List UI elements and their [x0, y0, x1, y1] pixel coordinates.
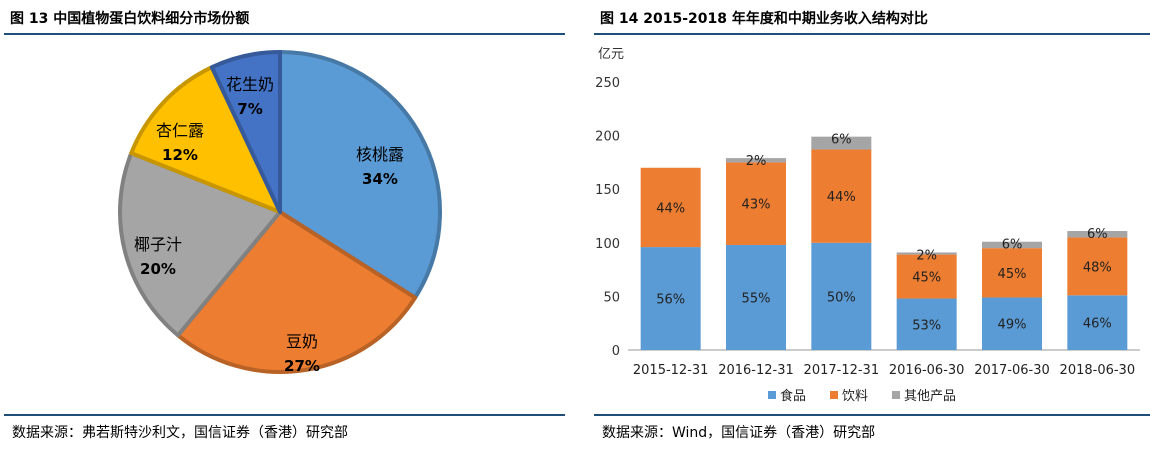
bar-data-label: 43% [742, 198, 771, 213]
bar-data-label: 53% [912, 318, 941, 333]
pie-slice-percent: 34% [362, 170, 398, 188]
y-tick-label: 0 [612, 344, 620, 359]
source-divider [594, 414, 1150, 416]
bar-segment [726, 244, 786, 350]
bar-segment [726, 162, 786, 245]
y-tick-label: 250 [595, 76, 620, 91]
bar-data-label: 48% [1083, 260, 1112, 275]
legend-swatch [768, 391, 776, 399]
bar-segment [896, 252, 957, 255]
bar-data-label: 56% [656, 293, 685, 308]
bar-segment [1067, 295, 1128, 350]
x-tick-label: 2016-06-30 [889, 363, 965, 378]
bar-segment [811, 149, 872, 243]
bar-segment [982, 297, 1042, 350]
pie-source-note: 数据来源：弗若斯特沙利文，国信证券（香港）研究部 [12, 425, 348, 441]
pie-slice-percent: 27% [284, 357, 320, 375]
x-tick-label: 2018-06-30 [1060, 363, 1136, 378]
bar-data-label: 50% [827, 290, 856, 305]
bar-data-label: 2% [916, 248, 937, 263]
pie-slice-label: 核桃露 [356, 145, 404, 164]
pie-slice-percent: 12% [162, 146, 198, 164]
x-tick-label: 2016-12-31 [718, 363, 794, 378]
bar-data-label: 6% [831, 133, 852, 148]
x-tick-label: 2017-06-30 [974, 363, 1050, 378]
legend-swatch [892, 391, 900, 399]
bar-segment [811, 136, 872, 150]
bar-chart-title: 图 14 2015-2018 年年度和中期业务收入结构对比 [600, 11, 928, 27]
bar-data-label: 2% [746, 154, 767, 169]
pie-slice [118, 151, 282, 338]
bar-panel: 图 14 2015-2018 年年度和中期业务收入结构对比 亿元 0 50 100 15… [590, 0, 1150, 450]
pie-slice-label: 豆奶 [286, 332, 318, 351]
y-tick-label: 100 [595, 237, 620, 252]
pie-slice [209, 50, 282, 214]
bar-segment [982, 241, 1042, 249]
source-divider [4, 414, 565, 416]
bar-data-label: 46% [1083, 317, 1112, 332]
legend-label: 饮料 [842, 389, 868, 404]
bar-segment [1067, 237, 1128, 296]
bar-segment [640, 247, 701, 350]
pie-panel: 图 13 中国植物蛋白饮料细分市场份额 核桃露 34% 豆奶 27% 椰子汁 20% 杏仁露… [0, 0, 565, 450]
legend-swatch [830, 391, 838, 399]
bar-segment [640, 167, 701, 248]
bar-source-note: 数据来源：Wind，国信证券（香港）研究部 [602, 425, 876, 441]
pie-slice-label: 杏仁露 [156, 121, 204, 140]
title-divider [594, 33, 1150, 35]
y-axis-unit: 亿元 [598, 47, 624, 62]
pie-slice [129, 65, 282, 214]
pie-chart: 核桃露 34% 豆奶 27% 椰子汁 20% 杏仁露 12% 花生奶 7% [118, 50, 442, 375]
bar-segment [726, 158, 786, 163]
bar-data-label: 55% [742, 291, 771, 306]
pie-slice-label: 花生奶 [226, 75, 274, 94]
bar-data-label: 44% [827, 190, 856, 205]
bar-data-label: 44% [656, 201, 685, 216]
pie-slice-label: 椰子汁 [134, 235, 182, 254]
stacked-bar-chart: 亿元 0 50 100 150 200 250 56% 44% 2015-12-31 55% 43% 2… [595, 47, 1140, 404]
x-tick-label: 2017-12-31 [804, 363, 880, 378]
bar-data-label: 6% [1002, 238, 1023, 253]
bar-data-label: 45% [998, 267, 1027, 282]
legend-label: 食品 [780, 388, 806, 404]
pie-slice-percent: 20% [140, 260, 176, 278]
pie-slice [176, 210, 418, 374]
bar-data-label: 45% [912, 271, 941, 286]
bar-segment [982, 248, 1042, 298]
y-tick-label: 50 [603, 290, 620, 305]
bar-data-label: 6% [1087, 227, 1108, 242]
title-divider [4, 33, 565, 35]
pie-slice-percent: 7% [237, 100, 262, 118]
legend-label: 其他产品 [904, 389, 956, 404]
bar-segment [896, 254, 957, 299]
y-tick-label: 150 [595, 183, 620, 198]
pie-chart-title: 图 13 中国植物蛋白饮料细分市场份额 [10, 11, 250, 27]
bar-segment [1067, 231, 1128, 238]
x-tick-label: 2015-12-31 [633, 363, 709, 378]
bar-segment [811, 242, 872, 350]
bar-data-label: 49% [998, 318, 1027, 333]
y-tick-label: 200 [595, 130, 620, 145]
bar-segment [896, 298, 957, 350]
